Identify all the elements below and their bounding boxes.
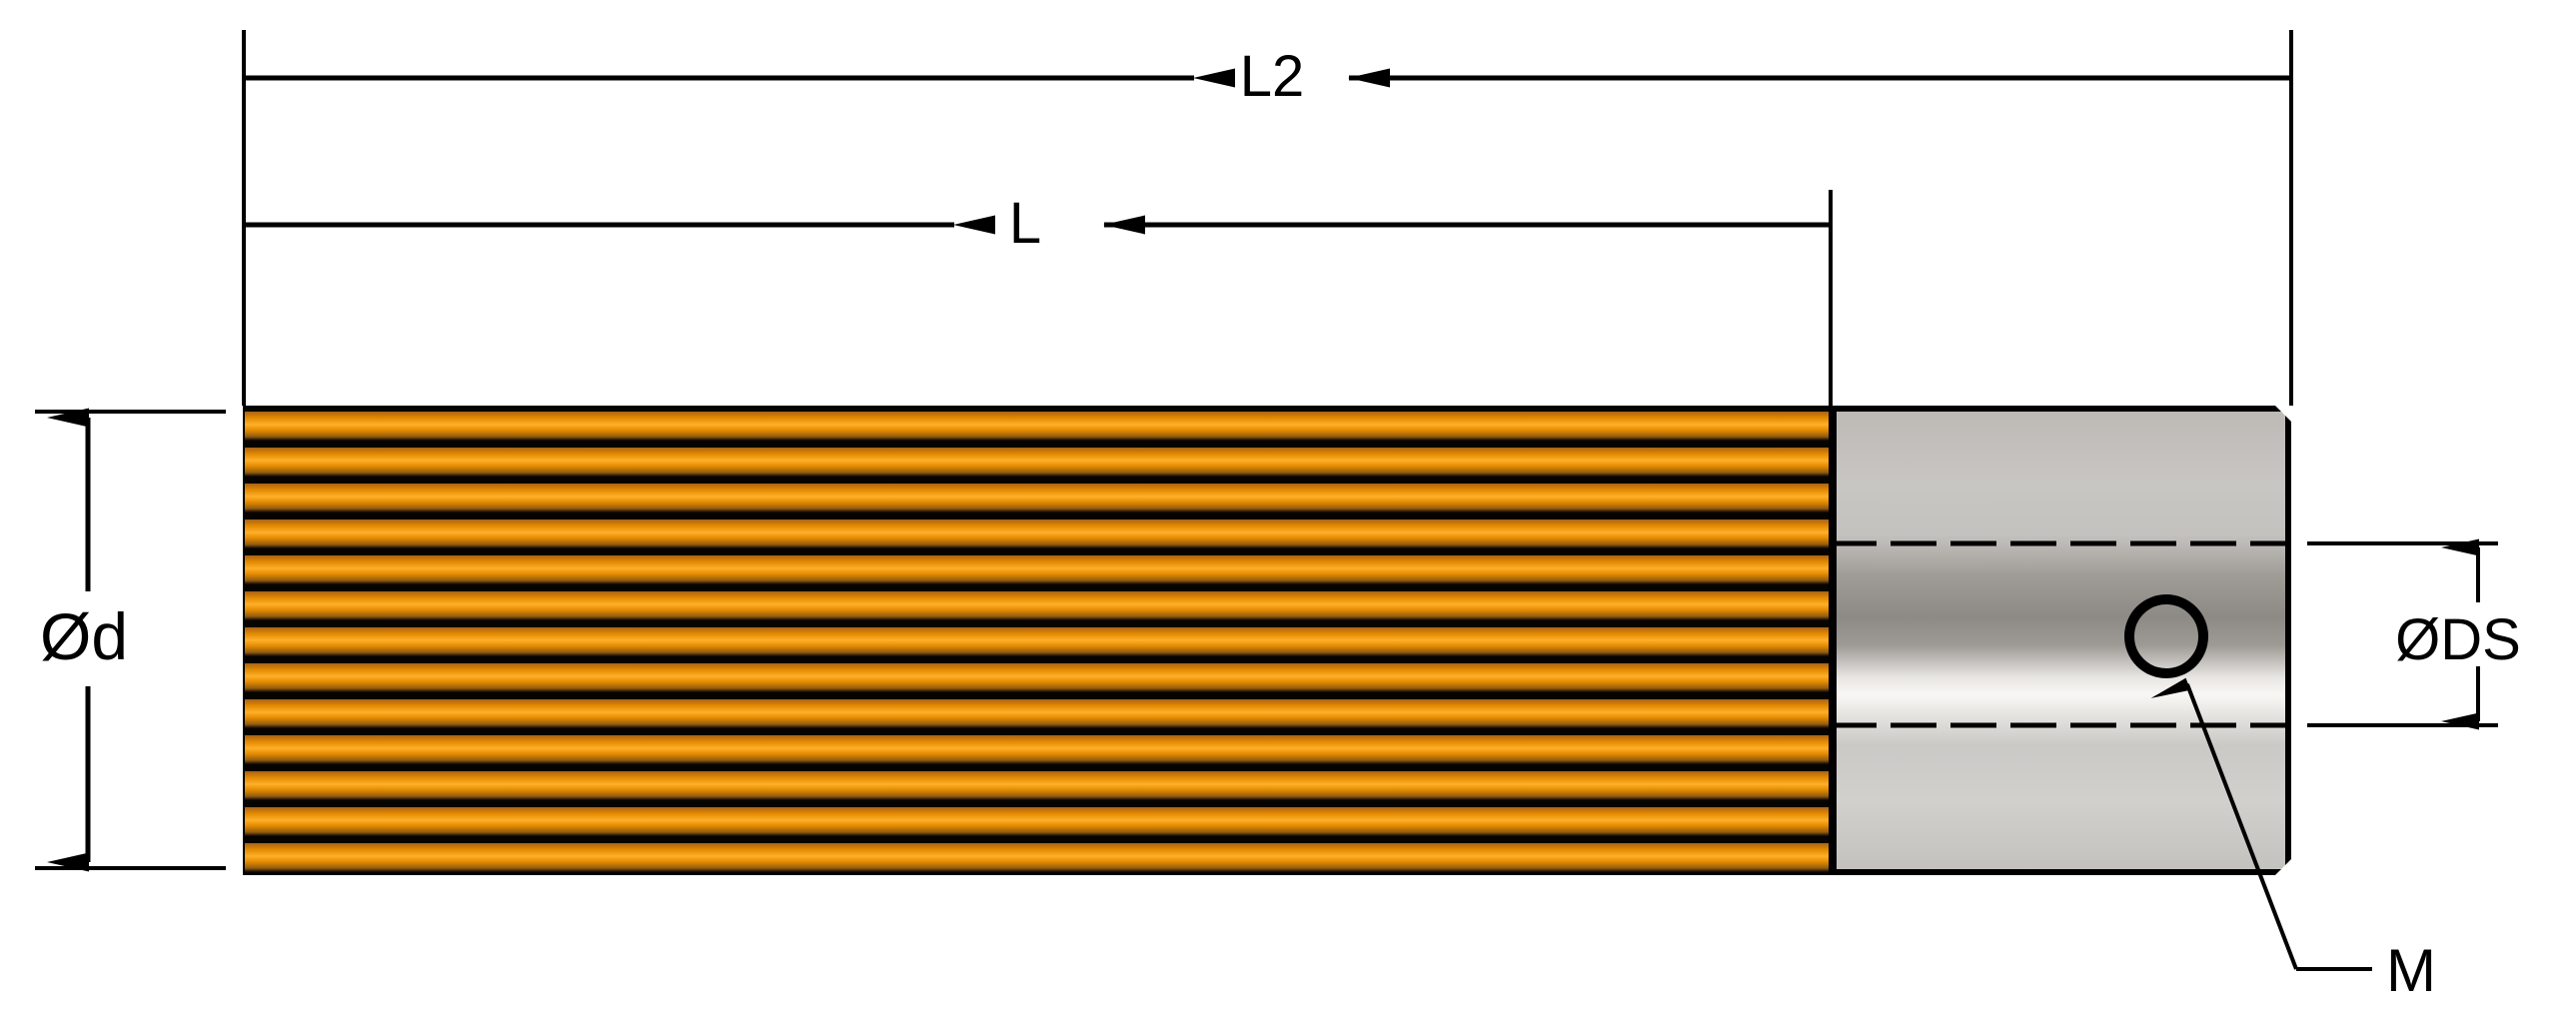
svg-text:M: M (2386, 937, 2436, 1004)
svg-text:Ød: Ød (40, 599, 128, 673)
svg-text:ØDS: ØDS (2395, 607, 2521, 672)
svg-text:L: L (1009, 191, 1041, 256)
svg-text:L2: L2 (1240, 44, 1305, 109)
